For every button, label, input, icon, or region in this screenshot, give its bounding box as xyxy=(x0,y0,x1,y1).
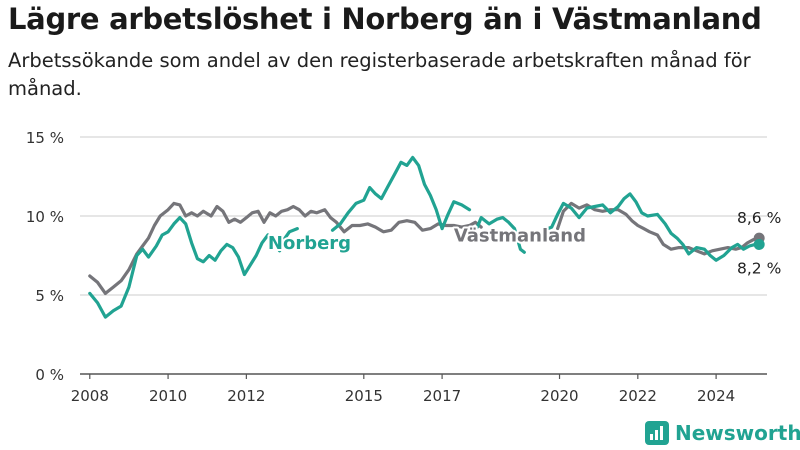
series-line-norberg xyxy=(330,155,472,232)
chart-subtitle: Arbetssökande som andel av den registerb… xyxy=(8,49,751,100)
series-label-norberg: Norberg xyxy=(268,233,351,254)
x-tick-label: 2012 xyxy=(227,387,265,405)
chart-title: Lägre arbetslöshet i Norberg än i Västma… xyxy=(8,2,762,36)
series-label-vastmanland: Västmanland xyxy=(454,225,586,246)
x-tick-label: 2015 xyxy=(345,387,383,405)
x-tick-label: 2022 xyxy=(619,387,657,405)
x-tick-label: 2020 xyxy=(540,387,578,405)
x-tick-label: 2008 xyxy=(71,387,109,405)
y-tick-label: 5 % xyxy=(35,287,64,305)
end-value-label-vastmanland: 8,6 % xyxy=(737,209,781,227)
series-line-vastmanland xyxy=(556,201,761,256)
series-line-norberg xyxy=(280,227,299,245)
newsworthy-logo-icon xyxy=(645,421,669,445)
x-tick-label: 2017 xyxy=(423,387,461,405)
grid-lines xyxy=(80,136,767,296)
y-tick-label: 0 % xyxy=(35,366,64,384)
series-line-norberg xyxy=(475,216,526,254)
y-tick-label: 10 % xyxy=(26,208,64,226)
labels: 8,6 % 8,2 % Norberg Västmanland xyxy=(266,209,781,277)
end-value-label-norberg: 8,2 % xyxy=(737,259,781,277)
series-line-vastmanland xyxy=(88,201,483,295)
brand-name: Newsworthy xyxy=(675,421,800,445)
x-tick-label: 2024 xyxy=(697,387,735,405)
end-point-norberg xyxy=(753,238,765,250)
x-tick-label: 2010 xyxy=(149,387,187,405)
series-line-norberg xyxy=(542,192,761,262)
newsworthy-brand[interactable]: Newsworthy xyxy=(645,419,800,447)
series-lines xyxy=(88,155,765,319)
series-line-norberg xyxy=(88,216,282,319)
y-tick-label: 15 % xyxy=(26,129,64,147)
axes: 0 % 5 % 10 % 15 % 2008 2010 2012 2015 2017 2020 20… xyxy=(26,129,767,405)
